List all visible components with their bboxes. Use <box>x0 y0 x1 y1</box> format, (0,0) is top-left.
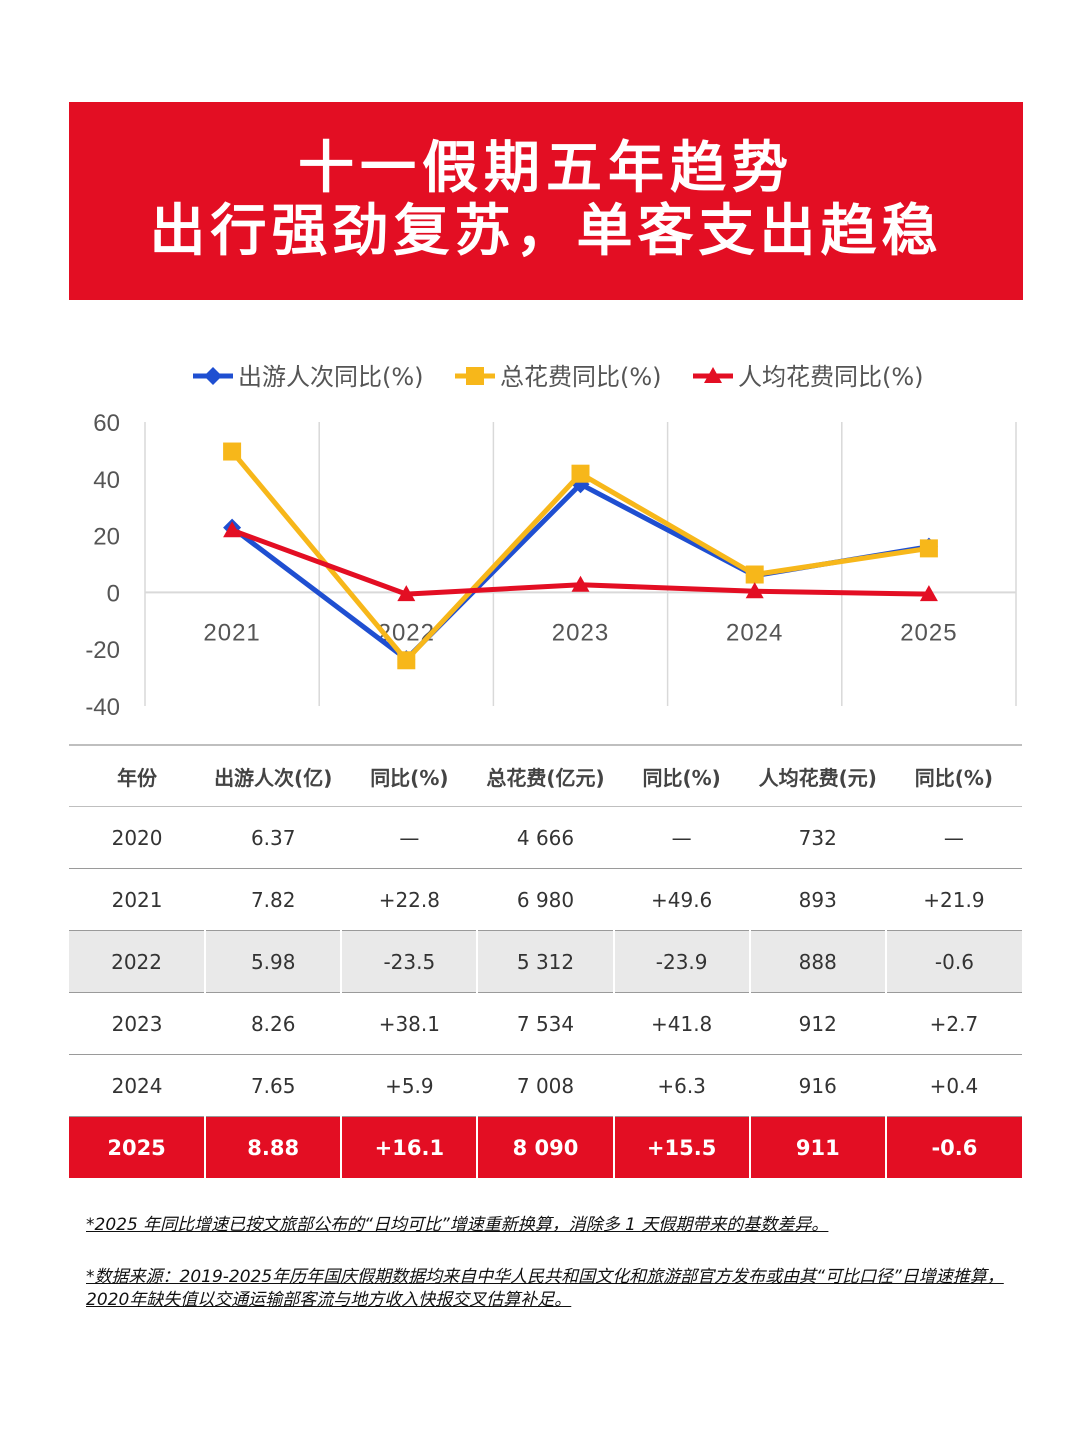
x-tick-label: 2024 <box>726 619 783 646</box>
table-cell: — <box>613 806 750 869</box>
table-cell: +49.6 <box>613 868 750 931</box>
data-table: 年份 出游人次(亿) 同比(%) 总花费(亿元) 同比(%) 人均花费(元) 同… <box>69 744 1022 1178</box>
table-row: 2020 6.37 — 4 666 — 732 — <box>69 806 1022 869</box>
title-line-1: 十一假期五年趋势 <box>298 136 794 202</box>
data-point-square <box>466 367 484 385</box>
table-cell: 7 534 <box>477 992 614 1055</box>
legend-label: 人均花费同比(%) <box>738 363 924 391</box>
data-point-triangle <box>571 575 590 592</box>
y-tick-label: -20 <box>85 637 120 664</box>
x-tick-label: 2023 <box>552 619 609 646</box>
table-cell: +21.9 <box>885 868 1022 931</box>
table-row: 2021 7.82 +22.8 6 980 +49.6 893 +21.9 <box>69 868 1022 931</box>
title-line-2: 出行强劲复苏，单客支出趋稳 <box>149 199 943 264</box>
table-cell: 911 <box>748 1116 886 1178</box>
table-cell: 5.98 <box>204 930 342 993</box>
data-point-square <box>745 565 764 584</box>
table-cell: 8.88 <box>204 1116 342 1178</box>
data-point-triangle <box>919 585 938 602</box>
table-cell: — <box>885 806 1022 869</box>
header-cell-year: 年份 <box>69 744 206 807</box>
table-cell: 2023 <box>69 992 206 1055</box>
y-tick-label: 40 <box>93 467 120 494</box>
data-point-square <box>223 442 242 461</box>
table-cell: 2022 <box>69 930 206 993</box>
table-cell: +41.8 <box>613 992 750 1055</box>
data-point-triangle <box>223 521 242 538</box>
table-cell: 732 <box>749 806 886 869</box>
table-cell: +0.4 <box>885 1054 1022 1117</box>
x-tick-label: 2021 <box>203 619 260 646</box>
table-cell: 7.82 <box>205 868 342 931</box>
table-cell: +5.9 <box>341 1054 478 1117</box>
table-cell: 7 008 <box>477 1054 614 1117</box>
table-cell: +15.5 <box>612 1116 750 1178</box>
table-cell: 888 <box>748 930 886 993</box>
table-row: 2023 8.26 +38.1 7 534 +41.8 912 +2.7 <box>69 992 1022 1055</box>
table-cell: 6 980 <box>477 868 614 931</box>
table-cell: 8.26 <box>205 992 342 1055</box>
table-cell: +38.1 <box>341 992 478 1055</box>
table-cell: -0.6 <box>884 930 1022 993</box>
table-cell: 5 312 <box>476 930 614 993</box>
table-cell: +6.3 <box>613 1054 750 1117</box>
table-cell: -0.6 <box>884 1116 1022 1178</box>
footnote-source: *数据来源：2019-2025年历年国庆假期数据均来自中华人民共和国文化和旅游部… <box>86 1267 1004 1310</box>
header-cell-trips-yoy: 同比(%) <box>341 744 478 807</box>
data-point-square <box>571 464 590 483</box>
table-cell: 2020 <box>69 806 206 869</box>
data-point-square <box>919 539 938 558</box>
table-cell: 893 <box>749 868 886 931</box>
legend-label: 总花费同比(%) <box>500 363 662 391</box>
table-cell: +16.1 <box>340 1116 478 1178</box>
y-tick-label: 60 <box>93 410 120 437</box>
table-cell: 2021 <box>69 868 206 931</box>
table-cell: 7.65 <box>205 1054 342 1117</box>
table-cell: +22.8 <box>341 868 478 931</box>
legend-label: 出游人次同比(%) <box>238 363 424 391</box>
table-cell: 2024 <box>69 1054 206 1117</box>
data-point-triangle <box>745 582 764 599</box>
title-banner: 十一假期五年趋势 出行强劲复苏，单客支出趋稳 <box>69 102 1023 300</box>
table-row-highlight: 2025 8.88 +16.1 8 090 +15.5 911 -0.6 <box>69 1116 1022 1178</box>
footnote-adjustment: *2025 年同比增速已按文旅部公布的“日均可比”增速重新换算，消除多 1 天假… <box>86 1215 829 1235</box>
y-tick-label: -40 <box>85 694 120 720</box>
data-point-triangle <box>704 367 722 383</box>
table-cell: — <box>341 806 478 869</box>
data-point-diamond <box>204 367 222 385</box>
header-cell-trips: 出游人次(亿) <box>205 744 342 807</box>
header-cell-per-capita: 人均花费(元) <box>749 744 886 807</box>
table-row-shaded: 2022 5.98 -23.5 5 312 -23.9 888 -0.6 <box>69 930 1022 993</box>
table-row: 2024 7.65 +5.9 7 008 +6.3 916 +0.4 <box>69 1054 1022 1117</box>
table-cell: 912 <box>749 992 886 1055</box>
table-header-row: 年份 出游人次(亿) 同比(%) 总花费(亿元) 同比(%) 人均花费(元) 同… <box>69 744 1022 807</box>
data-point-square <box>397 651 416 670</box>
table-cell: 6.37 <box>205 806 342 869</box>
table-cell: 916 <box>749 1054 886 1117</box>
header-cell-spend: 总花费(亿元) <box>477 744 614 807</box>
table-cell: -23.5 <box>340 930 478 993</box>
data-point-triangle <box>397 585 416 602</box>
header-cell-spend-yoy: 同比(%) <box>613 744 750 807</box>
table-cell: 8 090 <box>476 1116 614 1178</box>
x-tick-label: 2025 <box>900 619 957 646</box>
table-cell: 4 666 <box>477 806 614 869</box>
table-cell: 2025 <box>69 1116 206 1178</box>
table-cell: -23.9 <box>612 930 750 993</box>
table-cell: +2.7 <box>885 992 1022 1055</box>
y-tick-label: 20 <box>93 524 120 551</box>
header-cell-per-capita-yoy: 同比(%) <box>885 744 1022 807</box>
y-tick-label: 0 <box>107 580 120 607</box>
